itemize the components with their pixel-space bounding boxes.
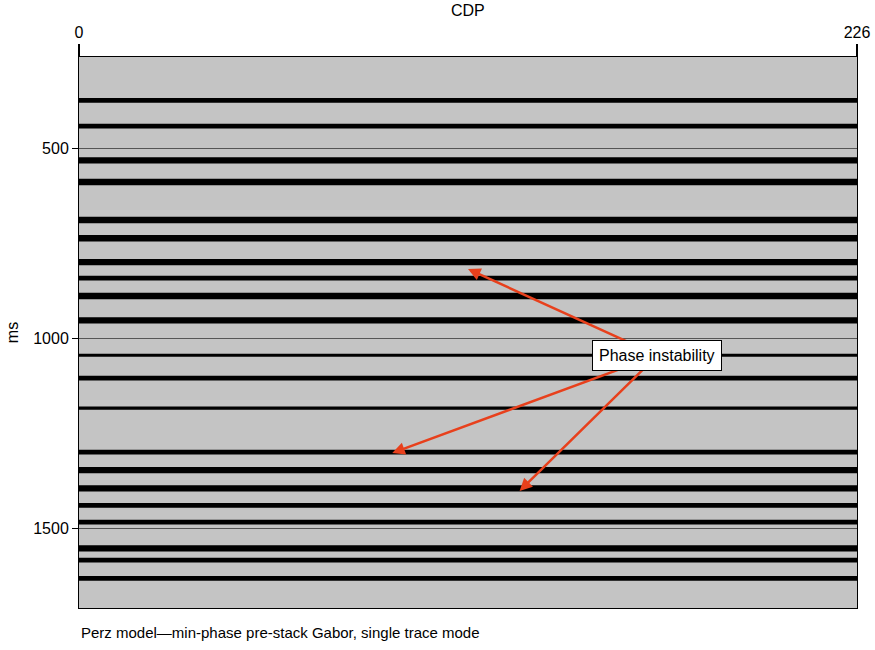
svg-text:Phase instability: Phase instability [599,347,715,364]
svg-text:0: 0 [75,24,84,41]
svg-text:500: 500 [42,140,69,157]
svg-text:ms: ms [4,322,21,343]
svg-text:1500: 1500 [33,520,69,537]
svg-text:1000: 1000 [33,330,69,347]
svg-text:Perz model—min-phase pre-stack: Perz model—min-phase pre-stack Gabor, si… [81,624,480,641]
svg-text:226: 226 [844,24,871,41]
svg-text:CDP: CDP [451,2,485,19]
